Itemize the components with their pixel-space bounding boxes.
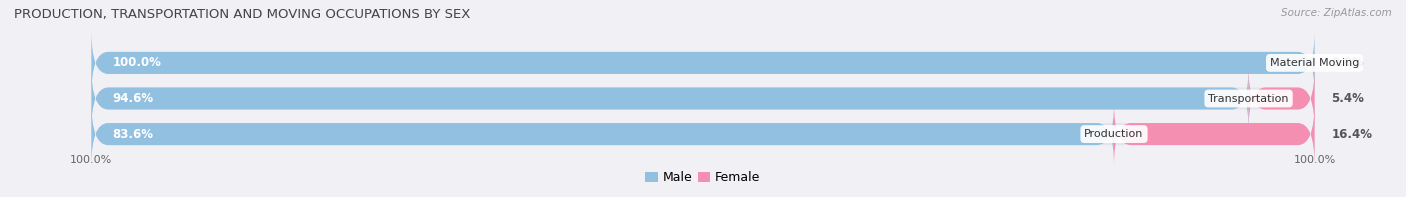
Text: Source: ZipAtlas.com: Source: ZipAtlas.com <box>1281 8 1392 18</box>
FancyBboxPatch shape <box>91 102 1315 166</box>
FancyBboxPatch shape <box>91 67 1315 130</box>
Text: 100.0%: 100.0% <box>70 155 112 165</box>
Text: 83.6%: 83.6% <box>112 128 153 141</box>
FancyBboxPatch shape <box>1249 67 1315 130</box>
Text: Material Moving: Material Moving <box>1270 58 1360 68</box>
FancyBboxPatch shape <box>1114 102 1315 166</box>
Text: PRODUCTION, TRANSPORTATION AND MOVING OCCUPATIONS BY SEX: PRODUCTION, TRANSPORTATION AND MOVING OC… <box>14 8 471 21</box>
Text: 100.0%: 100.0% <box>1294 155 1336 165</box>
Text: Production: Production <box>1084 129 1143 139</box>
Text: 100.0%: 100.0% <box>112 56 162 69</box>
Legend: Male, Female: Male, Female <box>641 166 765 189</box>
FancyBboxPatch shape <box>91 31 1315 95</box>
FancyBboxPatch shape <box>91 102 1114 166</box>
Text: 16.4%: 16.4% <box>1331 128 1372 141</box>
FancyBboxPatch shape <box>91 31 1315 95</box>
FancyBboxPatch shape <box>91 67 1249 130</box>
Text: 0.0%: 0.0% <box>1331 56 1364 69</box>
Text: 94.6%: 94.6% <box>112 92 153 105</box>
Text: 5.4%: 5.4% <box>1331 92 1364 105</box>
Text: Transportation: Transportation <box>1208 94 1289 103</box>
